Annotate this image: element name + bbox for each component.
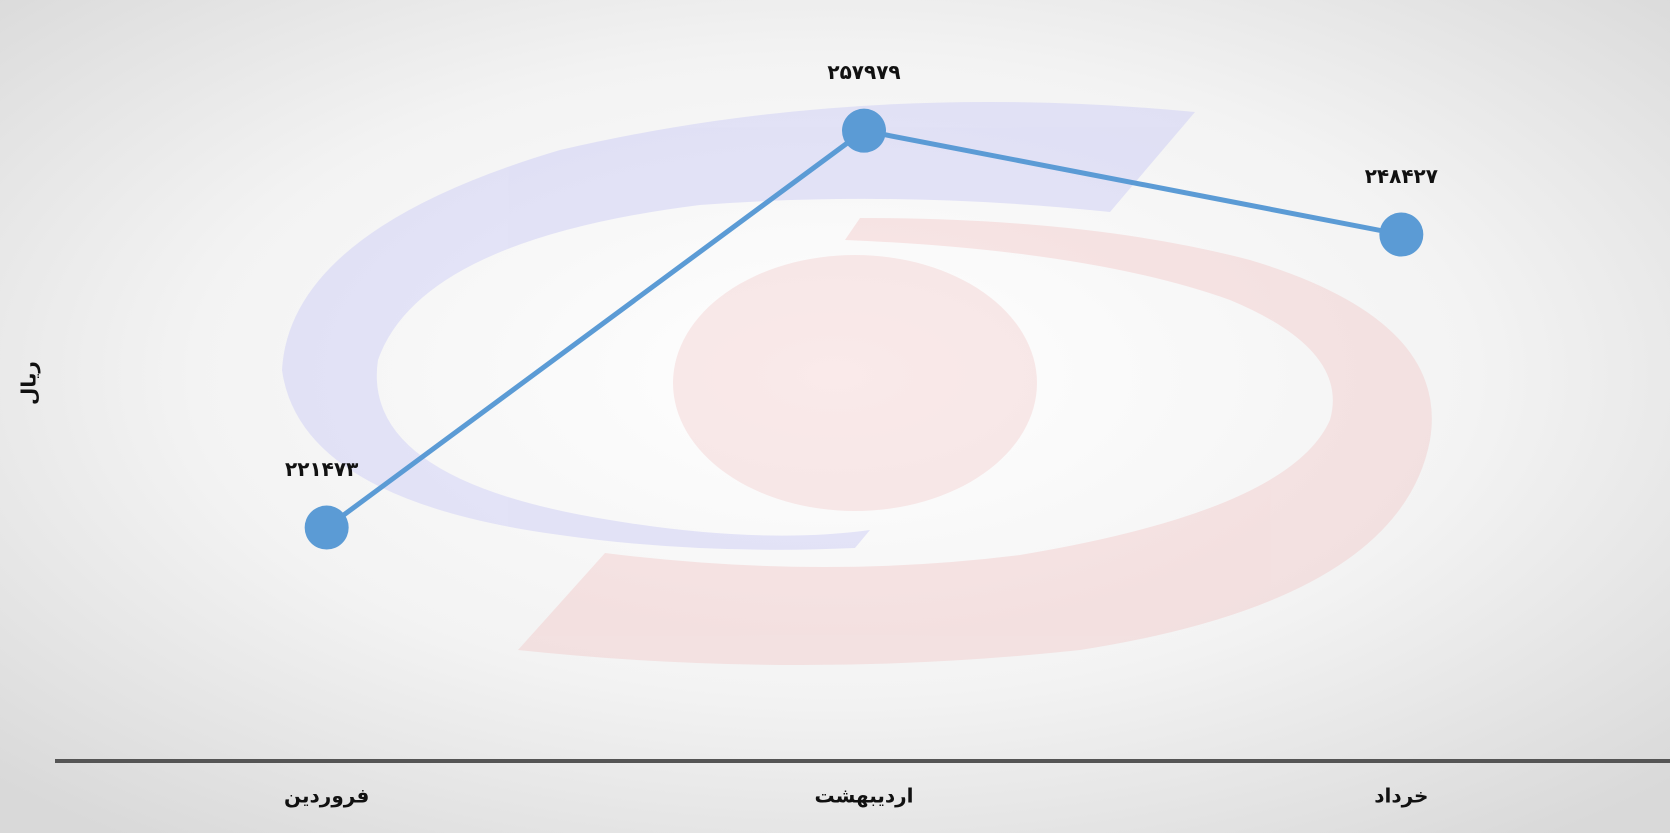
data-label: ۲۴۸۴۲۷ (1365, 164, 1438, 188)
logo-red-disc (673, 255, 1037, 511)
x-tick-label: اردیبهشت (814, 784, 913, 808)
data-point (304, 505, 349, 550)
data-point (1379, 212, 1424, 257)
x-tick-label: خرداد (1374, 784, 1428, 808)
data-point (842, 108, 886, 153)
y-axis-title: ریال (17, 361, 41, 405)
logo-red-arc (518, 218, 1432, 665)
logo-blue-arc (282, 101, 1195, 550)
data-label: ۲۵۷۹۷۹ (827, 60, 900, 84)
x-tick-label: فروردین (284, 784, 369, 808)
data-label: ۲۲۱۴۷۳ (285, 457, 358, 481)
watermark-logo (282, 101, 1432, 665)
